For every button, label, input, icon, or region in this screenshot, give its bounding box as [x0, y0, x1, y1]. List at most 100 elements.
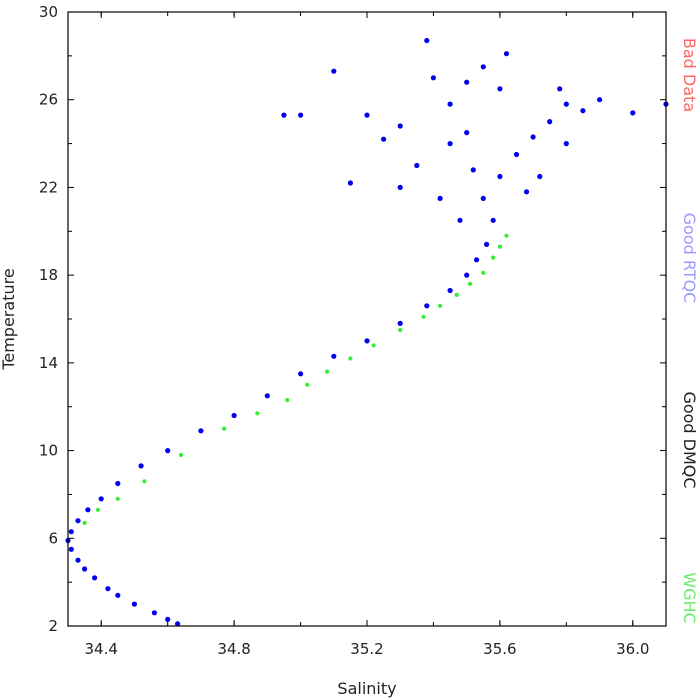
data-point: [464, 272, 470, 278]
data-point: [504, 233, 509, 238]
data-point: [513, 151, 520, 158]
data-point: [447, 287, 453, 294]
data-point: [467, 281, 473, 286]
data-point: [424, 303, 430, 309]
x-tick-label: 36.0: [616, 640, 649, 658]
legend-item: WGHC: [680, 572, 699, 623]
data-point: [364, 338, 370, 344]
data-point: [178, 452, 184, 458]
data-point: [165, 448, 171, 454]
data-point: [421, 314, 426, 319]
y-tick-label: 22: [39, 178, 58, 196]
data-point: [630, 110, 636, 116]
legend-item: Bad Data: [680, 38, 699, 112]
data-point: [198, 428, 204, 434]
data-point: [281, 112, 287, 118]
x-tick-label: 34.8: [217, 640, 250, 658]
data-point: [438, 303, 443, 308]
data-point: [222, 426, 227, 431]
data-point: [470, 167, 476, 173]
data-point: [364, 112, 370, 118]
data-point: [397, 320, 403, 326]
data-point: [75, 557, 81, 563]
data-point: [138, 463, 144, 469]
y-axis-label: Temperature: [0, 268, 18, 370]
data-point: [557, 86, 563, 92]
data-point: [597, 97, 603, 103]
data-point: [397, 123, 403, 129]
y-tick-label: 2: [48, 617, 58, 635]
data-point: [503, 51, 510, 57]
x-axis-label: Salinity: [337, 679, 396, 698]
data-point: [175, 621, 181, 627]
data-point: [491, 255, 496, 260]
data-point: [490, 217, 496, 223]
data-point: [85, 507, 91, 513]
data-point: [464, 130, 470, 136]
data-point: [305, 382, 310, 387]
data-point: [95, 507, 100, 512]
data-point: [397, 184, 403, 190]
data-point: [264, 393, 270, 399]
data-point: [464, 79, 470, 85]
data-point: [414, 162, 420, 169]
data-point: [105, 586, 111, 592]
y-tick-label: 18: [39, 266, 58, 284]
data-point: [82, 520, 87, 526]
data-point: [480, 64, 486, 70]
data-point: [325, 369, 330, 374]
data-point: [497, 86, 503, 92]
data-point: [424, 37, 430, 44]
data-point: [331, 353, 337, 359]
data-point: [371, 343, 376, 348]
data-point: [530, 134, 536, 140]
data-point: [381, 136, 387, 142]
data-point: [497, 173, 503, 180]
data-point: [255, 411, 260, 416]
data-point: [115, 592, 121, 598]
data-point: [430, 75, 436, 81]
legend-item: Good DMQC: [680, 391, 699, 488]
data-point: [474, 257, 480, 263]
data-point: [348, 356, 353, 361]
data-point: [82, 566, 88, 572]
data-point: [398, 327, 403, 333]
points-layer: [65, 37, 669, 627]
data-point: [547, 119, 553, 125]
data-point: [447, 101, 453, 107]
data-point: [437, 195, 443, 201]
y-tick-label: 26: [39, 91, 58, 109]
data-point: [484, 241, 490, 247]
data-point: [537, 173, 543, 180]
data-point: [457, 217, 463, 223]
x-tick-label: 34.4: [85, 640, 118, 658]
series-1: [82, 233, 509, 526]
data-point: [68, 546, 74, 552]
legend-item: Good RTQC: [680, 213, 699, 304]
data-point: [563, 141, 569, 147]
data-point: [131, 601, 137, 607]
data-point: [92, 575, 98, 581]
data-point: [165, 616, 171, 623]
data-point: [497, 244, 502, 249]
x-tick-label: 35.2: [350, 640, 383, 658]
data-point: [481, 270, 486, 275]
data-point: [115, 480, 121, 487]
x-tick-label: 35.6: [483, 640, 516, 658]
y-tick-label: 30: [39, 3, 58, 21]
plot-frame: [67, 11, 667, 627]
data-point: [298, 112, 304, 118]
y-tick-label: 6: [48, 529, 58, 547]
data-point: [142, 479, 147, 484]
data-point: [151, 610, 157, 616]
data-point: [75, 518, 81, 524]
data-point: [447, 141, 453, 147]
data-point: [98, 496, 104, 502]
y-tick-label: 14: [39, 354, 58, 372]
data-point: [563, 101, 569, 107]
y-tick-label: 10: [39, 442, 58, 460]
data-point: [331, 68, 337, 74]
series-0: [65, 37, 669, 627]
